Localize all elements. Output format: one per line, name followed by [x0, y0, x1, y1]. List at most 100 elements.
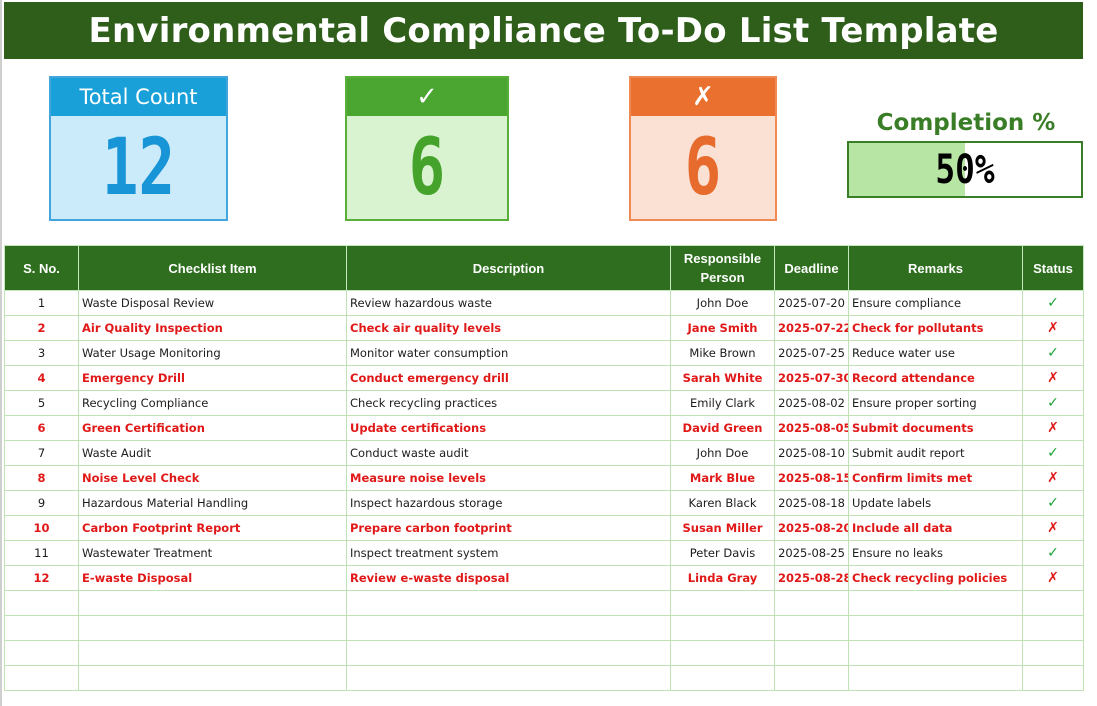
remarks-cell[interactable]: Confirm limits met	[848, 465, 1023, 491]
status-cell[interactable]: ✓	[1022, 540, 1084, 566]
item-cell[interactable]: Emergency Drill	[78, 365, 347, 391]
description-cell[interactable]: Check recycling practices	[346, 390, 671, 416]
empty-cell[interactable]	[78, 590, 347, 616]
status-cell[interactable]: ✓	[1022, 340, 1084, 366]
serial-cell[interactable]: 7	[4, 440, 79, 466]
item-cell[interactable]: Recycling Compliance	[78, 390, 347, 416]
deadline-cell[interactable]: 2025-08-25	[774, 540, 849, 566]
serial-cell[interactable]: 3	[4, 340, 79, 366]
description-cell[interactable]: Inspect treatment system	[346, 540, 671, 566]
remarks-cell[interactable]: Check recycling policies	[848, 565, 1023, 591]
remarks-cell[interactable]: Submit documents	[848, 415, 1023, 441]
person-cell[interactable]: David Green	[670, 415, 775, 441]
serial-cell[interactable]: 5	[4, 390, 79, 416]
deadline-cell[interactable]: 2025-07-22	[774, 315, 849, 341]
status-cell[interactable]: ✓	[1022, 390, 1084, 416]
status-cell[interactable]: ✗	[1022, 365, 1084, 391]
deadline-cell[interactable]: 2025-07-20	[774, 290, 849, 316]
remarks-cell[interactable]: Check for pollutants	[848, 315, 1023, 341]
deadline-cell[interactable]: 2025-08-15	[774, 465, 849, 491]
deadline-cell[interactable]: 2025-08-18	[774, 490, 849, 516]
status-cell[interactable]: ✗	[1022, 315, 1084, 341]
person-cell[interactable]: Mark Blue	[670, 465, 775, 491]
empty-cell[interactable]	[848, 590, 1023, 616]
remarks-cell[interactable]: Reduce water use	[848, 340, 1023, 366]
person-cell[interactable]: John Doe	[670, 290, 775, 316]
item-cell[interactable]: Wastewater Treatment	[78, 540, 347, 566]
item-cell[interactable]: Green Certification	[78, 415, 347, 441]
deadline-cell[interactable]: 2025-08-10	[774, 440, 849, 466]
description-cell[interactable]: Check air quality levels	[346, 315, 671, 341]
empty-cell[interactable]	[78, 665, 347, 691]
item-cell[interactable]: Waste Disposal Review	[78, 290, 347, 316]
empty-cell[interactable]	[774, 590, 849, 616]
person-cell[interactable]: John Doe	[670, 440, 775, 466]
item-cell[interactable]: Noise Level Check	[78, 465, 347, 491]
empty-cell[interactable]	[848, 665, 1023, 691]
serial-cell[interactable]: 12	[4, 565, 79, 591]
item-cell[interactable]: Water Usage Monitoring	[78, 340, 347, 366]
empty-cell[interactable]	[670, 665, 775, 691]
header-responsible-person[interactable]: Responsible Person	[670, 245, 775, 291]
description-cell[interactable]: Measure noise levels	[346, 465, 671, 491]
empty-cell[interactable]	[1022, 665, 1084, 691]
deadline-cell[interactable]: 2025-08-02	[774, 390, 849, 416]
deadline-cell[interactable]: 2025-07-30	[774, 365, 849, 391]
description-cell[interactable]: Review e-waste disposal	[346, 565, 671, 591]
empty-cell[interactable]	[774, 640, 849, 666]
person-cell[interactable]: Jane Smith	[670, 315, 775, 341]
empty-cell[interactable]	[346, 640, 671, 666]
person-cell[interactable]: Sarah White	[670, 365, 775, 391]
header-checklist-item[interactable]: Checklist Item	[78, 245, 347, 291]
deadline-cell[interactable]: 2025-08-28	[774, 565, 849, 591]
description-cell[interactable]: Conduct emergency drill	[346, 365, 671, 391]
serial-cell[interactable]: 4	[4, 365, 79, 391]
empty-cell[interactable]	[774, 615, 849, 641]
serial-cell[interactable]: 10	[4, 515, 79, 541]
remarks-cell[interactable]: Record attendance	[848, 365, 1023, 391]
status-cell[interactable]: ✗	[1022, 415, 1084, 441]
empty-cell[interactable]	[1022, 615, 1084, 641]
item-cell[interactable]: Air Quality Inspection	[78, 315, 347, 341]
empty-cell[interactable]	[4, 665, 79, 691]
person-cell[interactable]: Linda Gray	[670, 565, 775, 591]
serial-cell[interactable]: 11	[4, 540, 79, 566]
empty-cell[interactable]	[848, 615, 1023, 641]
description-cell[interactable]: Conduct waste audit	[346, 440, 671, 466]
empty-cell[interactable]	[774, 665, 849, 691]
person-cell[interactable]: Susan Miller	[670, 515, 775, 541]
item-cell[interactable]: Hazardous Material Handling	[78, 490, 347, 516]
serial-cell[interactable]: 1	[4, 290, 79, 316]
remarks-cell[interactable]: Ensure no leaks	[848, 540, 1023, 566]
deadline-cell[interactable]: 2025-08-20	[774, 515, 849, 541]
status-cell[interactable]: ✗	[1022, 515, 1084, 541]
description-cell[interactable]: Update certifications	[346, 415, 671, 441]
header-deadline[interactable]: Deadline	[774, 245, 849, 291]
serial-cell[interactable]: 8	[4, 465, 79, 491]
header-description[interactable]: Description	[346, 245, 671, 291]
empty-cell[interactable]	[670, 640, 775, 666]
header-status[interactable]: Status	[1022, 245, 1084, 291]
person-cell[interactable]: Mike Brown	[670, 340, 775, 366]
remarks-cell[interactable]: Update labels	[848, 490, 1023, 516]
empty-cell[interactable]	[346, 615, 671, 641]
status-cell[interactable]: ✓	[1022, 490, 1084, 516]
status-cell[interactable]: ✓	[1022, 290, 1084, 316]
empty-cell[interactable]	[78, 640, 347, 666]
description-cell[interactable]: Prepare carbon footprint	[346, 515, 671, 541]
description-cell[interactable]: Monitor water consumption	[346, 340, 671, 366]
empty-cell[interactable]	[1022, 640, 1084, 666]
header-serial-no[interactable]: S. No.	[4, 245, 79, 291]
empty-cell[interactable]	[670, 615, 775, 641]
remarks-cell[interactable]: Include all data	[848, 515, 1023, 541]
status-cell[interactable]: ✗	[1022, 565, 1084, 591]
empty-cell[interactable]	[670, 590, 775, 616]
description-cell[interactable]: Review hazardous waste	[346, 290, 671, 316]
person-cell[interactable]: Emily Clark	[670, 390, 775, 416]
remarks-cell[interactable]: Ensure compliance	[848, 290, 1023, 316]
person-cell[interactable]: Karen Black	[670, 490, 775, 516]
remarks-cell[interactable]: Submit audit report	[848, 440, 1023, 466]
empty-cell[interactable]	[1022, 590, 1084, 616]
item-cell[interactable]: E-waste Disposal	[78, 565, 347, 591]
status-cell[interactable]: ✓	[1022, 440, 1084, 466]
